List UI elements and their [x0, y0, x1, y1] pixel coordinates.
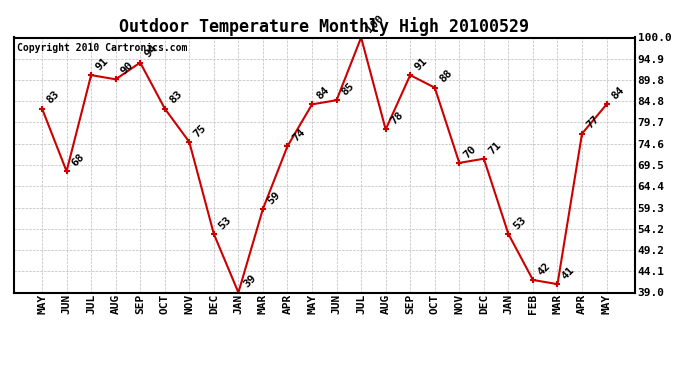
Text: 100: 100 [364, 13, 385, 35]
Text: 39: 39 [241, 273, 258, 290]
Text: 74: 74 [290, 127, 307, 143]
Text: 70: 70 [462, 144, 479, 160]
Text: 90: 90 [119, 60, 135, 76]
Text: 42: 42 [535, 261, 552, 277]
Text: 94: 94 [143, 43, 159, 60]
Text: 84: 84 [609, 85, 626, 102]
Text: Copyright 2010 Cartronics.com: Copyright 2010 Cartronics.com [17, 43, 187, 52]
Text: 53: 53 [217, 214, 233, 231]
Text: 41: 41 [560, 265, 577, 281]
Title: Outdoor Temperature Monthly High 20100529: Outdoor Temperature Monthly High 2010052… [119, 17, 529, 36]
Text: 68: 68 [70, 152, 86, 168]
Text: 78: 78 [388, 110, 405, 127]
Text: 75: 75 [192, 123, 208, 139]
Text: 85: 85 [339, 81, 356, 98]
Text: 84: 84 [315, 85, 331, 102]
Text: 77: 77 [585, 114, 602, 131]
Text: 71: 71 [486, 140, 503, 156]
Text: 53: 53 [511, 214, 528, 231]
Text: 91: 91 [413, 56, 430, 72]
Text: 83: 83 [45, 89, 61, 106]
Text: 88: 88 [437, 68, 454, 85]
Text: 91: 91 [94, 56, 110, 72]
Text: 59: 59 [266, 189, 282, 206]
Text: 83: 83 [168, 89, 184, 106]
